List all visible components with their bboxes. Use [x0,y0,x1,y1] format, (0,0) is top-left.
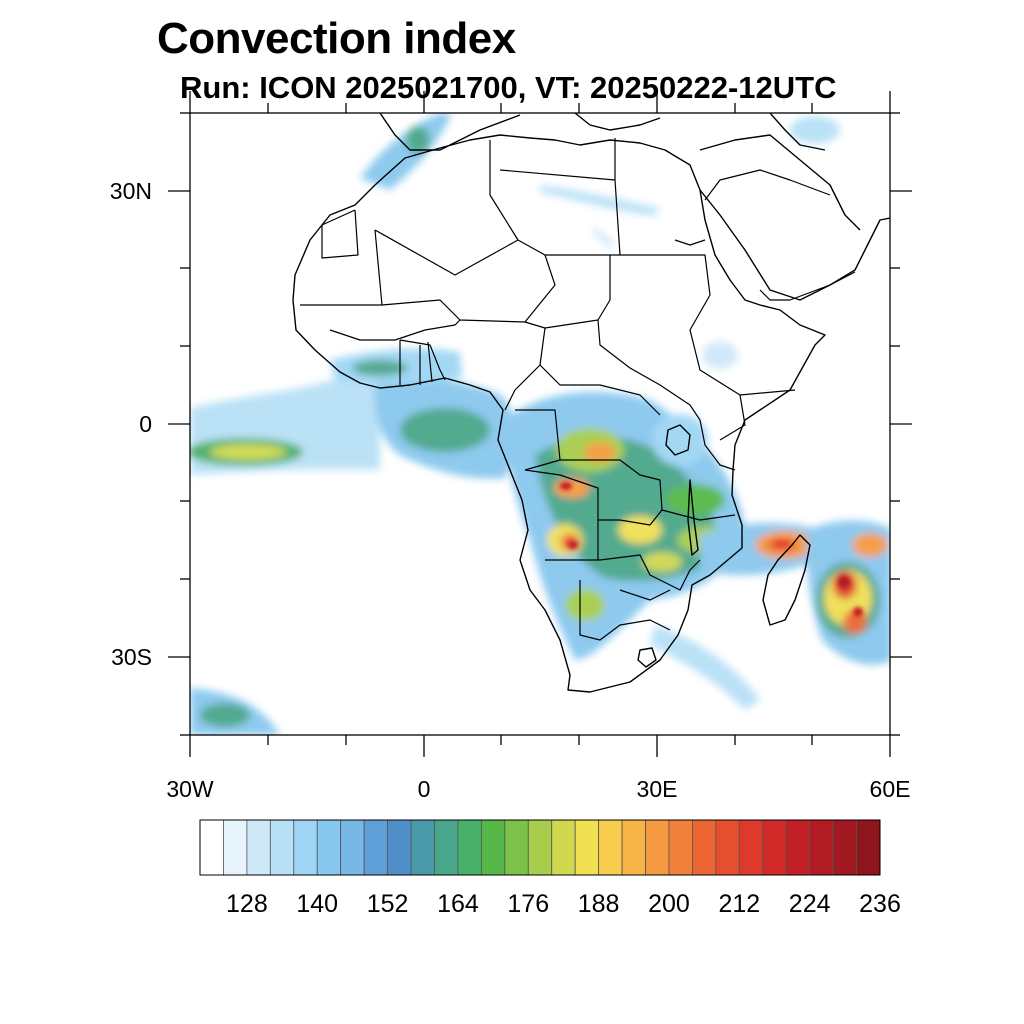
convection-field [190,113,890,735]
colorbar [199,819,881,876]
lat-tick-label: 30S [111,644,152,670]
colorbar-swatch [434,819,459,876]
colorbar-swatch [316,819,342,876]
lon-tick-label: 30W [166,776,214,802]
lon-tick-label: 0 [418,776,431,802]
colorbar-label: 164 [437,890,479,918]
chart-title: Convection index [157,14,516,63]
colorbar-swatch [410,819,435,876]
chart-subtitle: Run: ICON 2025021700, VT: 20250222-12UTC [180,70,837,105]
colorbar-swatch [223,819,248,876]
colorbar-swatch [738,819,764,876]
colorbar-swatch [621,819,646,876]
colorbar-swatch [574,819,600,876]
colorbar-swatch [457,819,482,876]
colorbar-label: 224 [789,890,831,918]
colorbar-label: 140 [296,890,338,918]
colorbar-swatch [363,819,388,876]
colorbar-outline [199,819,881,876]
country-borders [300,138,856,641]
colorbar-swatch [340,819,365,876]
colorbar-swatch [809,819,834,876]
colorbar-swatch [199,819,224,876]
colorbar-swatch [551,819,576,876]
colorbar-swatch [293,819,318,876]
colorbar-swatch [668,819,693,876]
colorbar-label: 188 [578,890,620,918]
colorbar-swatch [856,819,881,876]
colorbar-swatch [598,819,623,876]
lat-tick-label: 0 [139,411,152,437]
colorbar-swatch [645,819,670,876]
lat-tick-label: 30N [110,178,152,204]
colorbar-swatch [785,819,811,876]
colorbar-swatch [715,819,740,876]
colorbar-swatch [387,819,412,876]
colorbar-label: 212 [718,890,760,918]
lon-tick-label: 60E [870,776,911,802]
colorbar-swatch [269,819,295,876]
colorbar-swatch [246,819,271,876]
colorbar-swatch [692,819,717,876]
colorbar-swatch [762,819,787,876]
coastlines [292,113,890,693]
colorbar-label: 152 [367,890,409,918]
colorbar-labels: 128 140 152 164 176 188 200 212 224 236 [226,890,901,918]
colorbar-label: 200 [648,890,690,918]
colorbar-swatch [504,819,529,876]
axis-ticks [168,91,912,757]
colorbar-label: 236 [859,890,901,918]
colorbar-label: 176 [507,890,549,918]
colorbar-swatch [480,819,506,876]
colorbar-swatch [832,819,857,876]
lon-tick-label: 30E [637,776,678,802]
colorbar-swatch [527,819,553,876]
colorbar-label: 128 [226,890,268,918]
